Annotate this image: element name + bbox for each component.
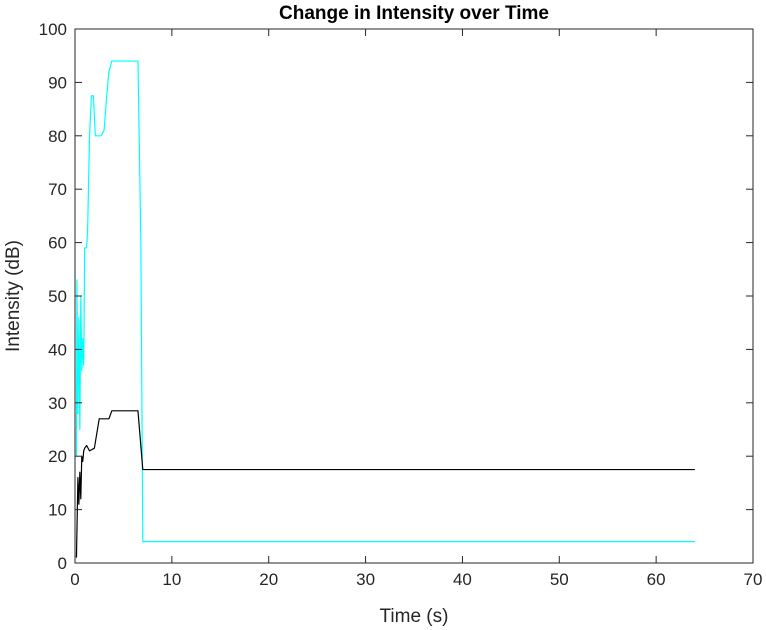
x-tick-label: 60 (647, 570, 666, 589)
y-tick-label: 90 (48, 73, 67, 92)
chart-title: Change in Intensity over Time (279, 3, 549, 24)
y-tick-label: 100 (39, 20, 67, 39)
y-tick-label: 0 (58, 554, 67, 573)
x-tick-label: 40 (453, 570, 472, 589)
axes-layer: 0 10 20 30 40 50 60 70 0 10 20 30 40 50 60 70 80 90 100 (39, 20, 763, 589)
x-tick-label: 70 (744, 570, 763, 589)
y-axis-label: Intensity (dB) (3, 240, 24, 352)
y-tick-label: 60 (48, 234, 67, 253)
x-tick-label: 10 (162, 570, 181, 589)
x-tick-label: 30 (356, 570, 375, 589)
x-tick-label: 0 (70, 570, 79, 589)
series-line-2 (75, 410, 695, 558)
y-tick-label: 20 (48, 447, 67, 466)
y-tick-label: 30 (48, 394, 67, 413)
y-tick-label: 50 (48, 287, 67, 306)
y-tick-label: 80 (48, 127, 67, 146)
x-axis-label: Time (s) (380, 606, 449, 627)
series-layer (75, 60, 695, 558)
x-tick-label: 20 (259, 570, 278, 589)
y-tick-label: 10 (48, 501, 67, 520)
y-tick-label: 40 (48, 340, 67, 359)
y-tick-label: 70 (48, 180, 67, 199)
series-line-1 (75, 60, 695, 543)
x-tick-label: 50 (550, 570, 569, 589)
